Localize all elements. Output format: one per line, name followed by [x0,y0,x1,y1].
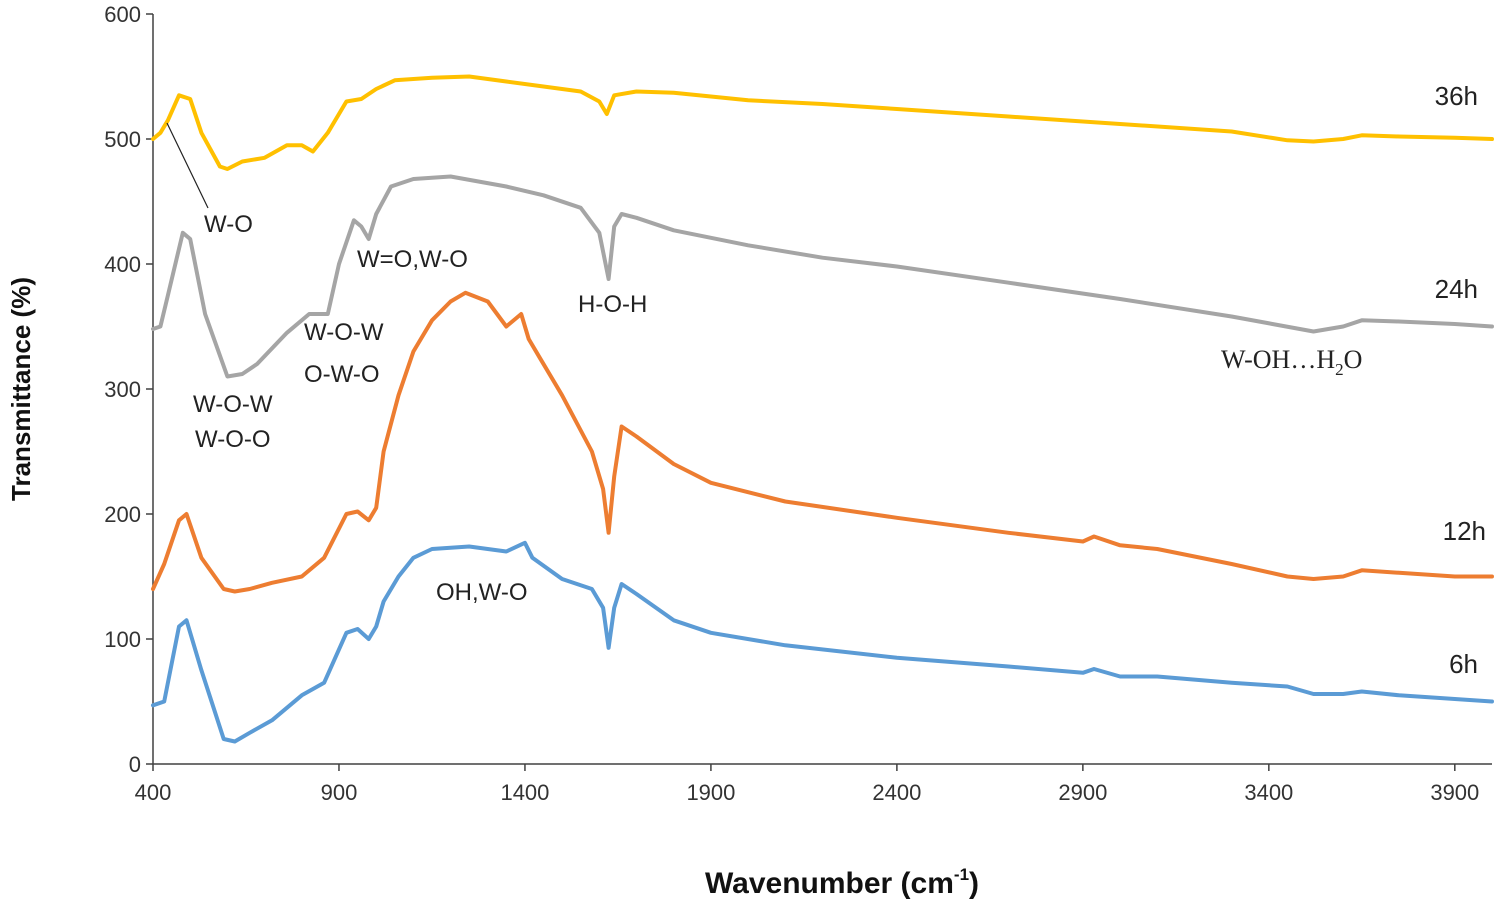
y-tick-label: 100 [104,627,141,652]
y-tick-label: 300 [104,377,141,402]
x-tick-label: 400 [135,780,172,805]
series-label-6h: 6h [1449,649,1478,679]
series-line-24h [151,174,1494,379]
annotation-w-o: W-O [204,211,253,238]
series-line-6h [151,540,1494,744]
annotation-oh-w-o: OH,W-O [436,579,528,606]
series-label-12h: 12h [1443,516,1486,546]
annotation-h-o-h: H-O-H [578,291,647,318]
y-ticks: 0 100 200 300 400 500 600 [104,2,153,777]
y-tick-label: 400 [104,252,141,277]
y-tick-label: 200 [104,502,141,527]
x-tick-label: 1900 [686,780,735,805]
x-tick-label: 1400 [500,780,549,805]
y-tick-label: 500 [104,127,141,152]
series-label-24h: 24h [1435,274,1478,304]
x-tick-label: 900 [321,780,358,805]
annotation-w-o-w-right: W-O-W [304,319,384,346]
x-tick-label: 3900 [1430,780,1479,805]
series-label-36h: 36h [1435,81,1478,111]
annotation-w-o-w-left: W-O-W [193,391,273,418]
y-tick-label: 600 [104,2,141,27]
y-tick-label: 0 [129,752,141,777]
annotation-w-eq-o: W=O,W-O [357,246,468,273]
x-ticks: 400 900 1400 1900 2400 2900 3400 3900 [135,764,1479,805]
x-tick-label: 3400 [1244,780,1293,805]
annotation-leader-line [166,122,209,209]
y-axis-title: Transmittance (%) [6,277,36,501]
series-line-36h [151,74,1494,171]
annotation-w-o-o: W-O-O [195,426,271,453]
annotation-w-oh-h2o: W-OH…H2O [1221,345,1362,379]
annotation-o-w-o: O-W-O [304,361,380,388]
x-tick-label: 2900 [1058,780,1107,805]
series-line-12h [151,290,1494,594]
series-lines [151,74,1494,744]
x-axis-title: Wavenumber (cm-1) [705,865,979,900]
x-tick-label: 2400 [872,780,921,805]
